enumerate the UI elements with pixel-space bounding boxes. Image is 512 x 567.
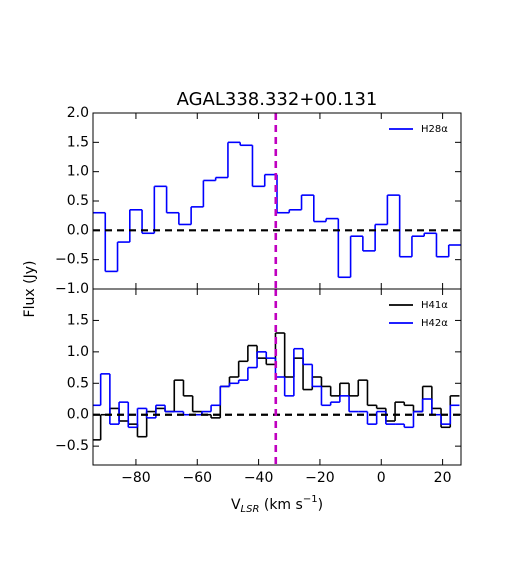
x-tick-label: −20 bbox=[305, 470, 335, 486]
x-axis-label: VLSR (km s−1) bbox=[231, 494, 323, 515]
y-tick-label: −0.5 bbox=[55, 252, 89, 268]
y-tick-label: 0.5 bbox=[67, 375, 89, 391]
axes-frame bbox=[92, 288, 462, 466]
x-tick-label: 20 bbox=[434, 470, 452, 486]
step-riser bbox=[104, 142, 450, 278]
x-tick-label: −40 bbox=[244, 470, 274, 486]
y-tick-label: 0.0 bbox=[67, 222, 89, 238]
x-tick-label: −80 bbox=[121, 470, 151, 486]
y-axis-label: Flux (Jy) bbox=[22, 261, 38, 318]
x-label-sup: −1 bbox=[303, 494, 318, 505]
x-label-part: ) bbox=[318, 497, 323, 513]
y-tick-label: 2.0 bbox=[67, 105, 89, 121]
legend-label: H28α bbox=[421, 124, 448, 135]
legend-label: H41α bbox=[421, 300, 448, 311]
y-tick-label: 1.0 bbox=[67, 344, 89, 360]
x-label-part: V bbox=[231, 497, 241, 513]
y-tick-label: 0.0 bbox=[67, 407, 89, 423]
y-tick-label: −1.0 bbox=[55, 281, 89, 297]
y-tick-label: 0.5 bbox=[67, 193, 89, 209]
y-tick-label: 1.0 bbox=[67, 164, 89, 180]
chart-title: AGAL338.332+00.131 bbox=[177, 89, 378, 110]
y-tick-label: 1.5 bbox=[67, 134, 89, 150]
y-tick-label: −0.5 bbox=[55, 438, 89, 454]
legend-label: H42α bbox=[421, 318, 448, 329]
x-tick-label: −60 bbox=[182, 470, 212, 486]
x-label-part: (km s bbox=[259, 497, 302, 513]
y-tick-label: 1.5 bbox=[67, 312, 89, 328]
x-label-sub: LSR bbox=[241, 504, 260, 515]
x-tick-label: 0 bbox=[377, 470, 386, 486]
